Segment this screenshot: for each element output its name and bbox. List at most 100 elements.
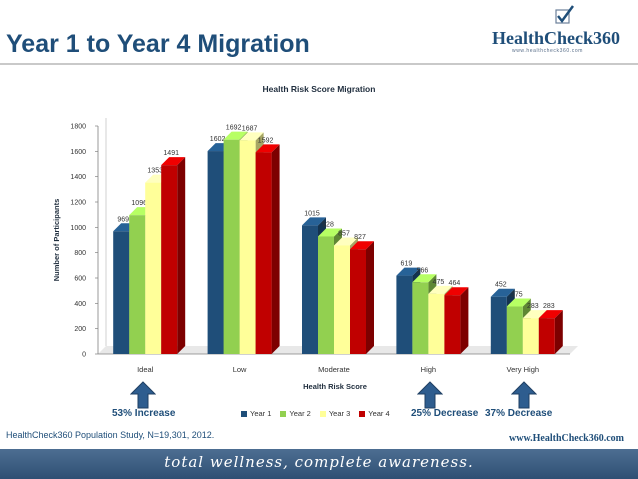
bar-top <box>412 274 437 283</box>
bar-front <box>412 282 429 354</box>
bar-top <box>239 132 264 141</box>
ideal-up-arrow-icon <box>130 381 156 409</box>
legend-label: Year 1 <box>250 409 272 418</box>
bar-top <box>428 285 453 294</box>
y-tick-label: 1600 <box>70 149 86 156</box>
bar-front <box>506 306 523 354</box>
legend-item: Year 3 <box>319 409 351 418</box>
y-tick-label: 1200 <box>70 200 86 207</box>
data-label: 375 <box>511 292 523 299</box>
bar <box>255 144 280 354</box>
bar-top <box>161 157 186 166</box>
data-label: 857 <box>338 230 350 237</box>
data-label: 1602 <box>210 136 226 143</box>
bar-front <box>129 215 146 354</box>
bar-side <box>177 157 186 354</box>
bar-front <box>334 245 350 354</box>
y-tick-label: 1800 <box>70 124 86 131</box>
very-high-change-note: 37% Decrease <box>485 408 553 419</box>
data-label: 1353 <box>147 168 163 175</box>
logo-brand-number: 360 <box>593 28 620 48</box>
y-tick-label: 0 <box>82 352 86 359</box>
bar-top <box>506 298 531 307</box>
bar-front <box>350 249 366 354</box>
y-tick-label: 400 <box>74 301 86 308</box>
data-label: 928 <box>322 221 334 228</box>
bar-top <box>444 287 469 296</box>
legend-swatch <box>241 410 247 417</box>
bar <box>350 241 374 354</box>
bar-front <box>444 295 461 354</box>
bar-front <box>239 140 256 354</box>
bar-front <box>318 236 334 354</box>
bar-top <box>318 228 342 237</box>
bar-front <box>223 139 240 354</box>
bar <box>538 310 563 354</box>
bar-top <box>223 131 248 140</box>
bar <box>161 157 186 354</box>
legend-label: Year 2 <box>289 409 311 418</box>
data-label: 1491 <box>163 150 179 157</box>
bar-front <box>428 293 445 354</box>
bar-side <box>554 310 563 354</box>
legend-item: Year 4 <box>359 409 390 418</box>
bar-top <box>396 267 421 276</box>
title-divider <box>0 63 638 65</box>
bar-top <box>350 241 374 250</box>
slide-title: Year 1 to Year 4 Migration <box>6 30 310 58</box>
bar-side <box>366 241 374 354</box>
bar-top <box>490 288 515 297</box>
bar-front <box>207 151 224 354</box>
bar-front <box>113 231 130 354</box>
legend-swatch <box>319 410 326 417</box>
bar-front <box>396 275 413 354</box>
legend-item: Year 2 <box>280 409 311 418</box>
chart-title: Health Risk Score Migration <box>263 84 376 94</box>
high-change-note: 25% Decrease <box>411 408 479 419</box>
footer-bar: total wellness, complete awareness. <box>0 449 638 479</box>
legend-swatch <box>359 410 366 417</box>
bar-front <box>538 318 555 354</box>
legend-label: Year 3 <box>328 409 351 418</box>
legend-swatch <box>280 410 287 417</box>
bar-front <box>490 296 507 354</box>
y-tick-label: 200 <box>74 326 86 333</box>
data-label: 1096 <box>131 200 147 207</box>
y-tick-label: 1400 <box>70 174 86 181</box>
legend-label: Year 4 <box>368 409 390 418</box>
legend-item: Year 1 <box>241 409 271 418</box>
x-tick-label: Low <box>233 365 247 374</box>
site-url: www.HealthCheck360.com <box>509 433 624 444</box>
chart-legend: Year 1 Year 2 Year 3 Year 4 <box>241 409 390 418</box>
study-footnote: HealthCheck360 Population Study, N=19,30… <box>6 430 215 440</box>
bar-side <box>460 287 469 354</box>
x-axis-title: Health Risk Score <box>303 382 367 391</box>
data-label: 1015 <box>304 210 320 217</box>
data-label: 566 <box>417 267 429 274</box>
healthcheck360-logo: HealthCheck360 www.healthcheck360.com <box>492 4 632 54</box>
checkmark-icon <box>555 5 575 24</box>
x-tick-label: Moderate <box>318 365 350 374</box>
bar <box>444 287 469 354</box>
bar-front <box>302 225 318 354</box>
very-high-up-arrow-icon <box>511 381 537 409</box>
bar-front <box>255 152 272 354</box>
bar-top <box>334 237 358 246</box>
y-tick-label: 600 <box>74 276 86 283</box>
data-label: 452 <box>495 282 507 289</box>
y-tick-label: 1000 <box>70 225 86 232</box>
x-tick-label: Ideal <box>137 365 154 374</box>
footer-tagline: total wellness, complete awareness. <box>164 453 474 471</box>
data-label: 827 <box>354 234 366 241</box>
data-label: 283 <box>543 303 555 310</box>
bar-front <box>145 182 162 354</box>
ideal-change-note: 53% Increase <box>112 408 176 419</box>
y-axis-title: Number of Participants <box>52 199 61 282</box>
bar-side <box>271 144 280 354</box>
high-up-arrow-icon <box>417 381 443 409</box>
data-label: 1592 <box>258 137 274 144</box>
bar-top <box>302 217 326 226</box>
data-label: 619 <box>401 261 413 268</box>
data-label: 464 <box>449 280 461 287</box>
